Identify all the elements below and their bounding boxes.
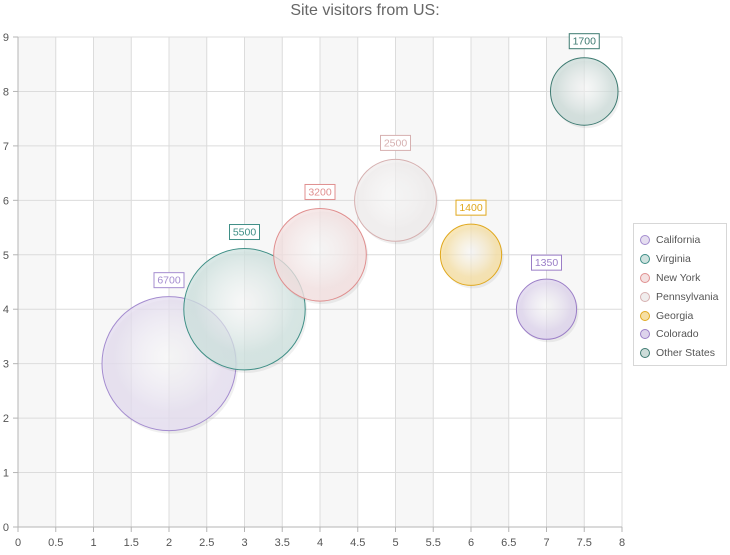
data-label-box [229, 224, 260, 241]
bubble-other-states [550, 57, 619, 126]
legend-label: Virginia [656, 253, 691, 266]
bubble-new-york [273, 207, 367, 302]
bubble-georgia [439, 223, 503, 286]
data-label: 3200 [308, 186, 332, 198]
x-tick-label: 1 [90, 537, 96, 549]
legend-item[interactable]: Other States [640, 344, 726, 363]
data-label: 1350 [535, 257, 559, 269]
bubble-virginia [183, 248, 306, 371]
x-tick-label: 5 [392, 537, 398, 549]
x-tick-label: 0 [15, 537, 21, 549]
x-tick-label: 4 [317, 537, 323, 549]
legend-item[interactable]: California [640, 231, 726, 250]
x-tick-label: 0.5 [48, 537, 63, 549]
data-label-box [531, 254, 562, 271]
data-label-box [304, 183, 336, 200]
chart-title: Site visitors from US: [290, 2, 440, 19]
legend-label: California [656, 234, 701, 247]
legend-item[interactable]: Virginia [640, 250, 726, 269]
plot-band [93, 37, 132, 527]
y-tick-label: 7 [3, 141, 9, 153]
legend-item[interactable]: New York [640, 269, 726, 288]
legend-item[interactable]: Georgia [640, 306, 726, 325]
y-tick-label: 2 [3, 413, 9, 425]
legend-label: Pennsylvania [656, 290, 719, 303]
data-label-box [380, 134, 411, 151]
data-label-box [568, 33, 600, 50]
legend-label: Other States [656, 347, 715, 360]
data-label-box [455, 199, 487, 216]
legend-marker [640, 291, 650, 302]
y-tick-label: 0 [3, 522, 9, 534]
plot-band [18, 37, 56, 527]
legend-marker [640, 348, 650, 359]
legend-item[interactable]: Pennsylvania [640, 287, 726, 306]
data-label: 1400 [459, 202, 483, 214]
legend-marker [640, 235, 650, 246]
bubble-colorado [515, 278, 578, 340]
legend-marker [640, 272, 650, 283]
bubble-pennsylvania [354, 158, 437, 242]
x-tick-label: 1.5 [124, 537, 139, 549]
legend-marker [640, 254, 650, 265]
legend-item[interactable]: Colorado [640, 325, 726, 344]
legend-label: Georgia [656, 309, 694, 322]
x-tick-label: 8 [619, 537, 625, 549]
data-label: 5500 [233, 227, 257, 239]
x-tick-label: 2.5 [199, 537, 214, 549]
y-tick-label: 4 [3, 304, 9, 316]
data-label: 2500 [384, 137, 408, 149]
y-tick-label: 9 [3, 32, 9, 44]
x-tick-label: 2 [166, 537, 172, 549]
legend-marker [640, 310, 650, 321]
y-tick-label: 8 [3, 86, 9, 98]
plot-band [395, 37, 434, 527]
x-tick-label: 3.5 [275, 537, 290, 549]
data-label: 6700 [157, 275, 181, 287]
legend-label: Colorado [656, 328, 699, 341]
legend-label: New York [656, 271, 701, 284]
x-tick-label: 3 [241, 537, 247, 549]
legend: California Virginia New York Pennsylvania Ge… [633, 223, 727, 366]
y-tick-label: 6 [3, 195, 9, 207]
y-tick-label: 3 [3, 359, 9, 371]
data-label: 1700 [573, 36, 597, 48]
legend-marker [640, 329, 650, 340]
x-tick-label: 4.5 [350, 537, 365, 549]
x-tick-label: 7.5 [577, 537, 592, 549]
x-tick-label: 6 [468, 537, 474, 549]
x-tick-label: 5.5 [426, 537, 441, 549]
y-tick-label: 5 [3, 250, 9, 262]
x-tick-label: 7 [543, 537, 549, 549]
x-tick-label: 6.5 [501, 537, 516, 549]
data-label-box [153, 272, 185, 289]
y-tick-label: 1 [3, 468, 9, 480]
